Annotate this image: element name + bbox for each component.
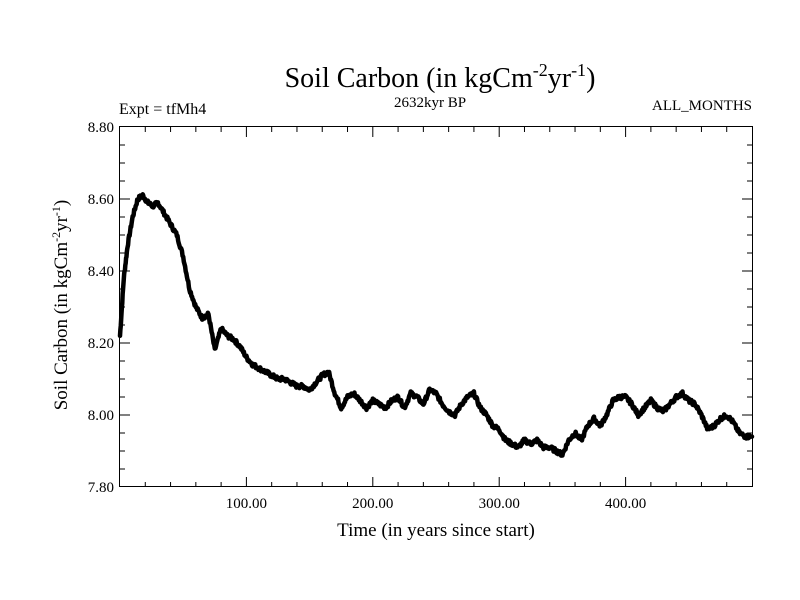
- chart-title: Soil Carbon (in kgCm-2yr-1): [285, 60, 596, 94]
- y-tick-label: 8.00: [88, 408, 114, 424]
- x-axis-label: Time (in years since start): [337, 520, 535, 541]
- y-axis-label-sup2: -1: [49, 206, 63, 216]
- chart-title-mid: yr: [548, 63, 572, 94]
- subtitle-experiment: Expt = tfMh4: [119, 101, 206, 118]
- y-axis-label-sup1: -2: [49, 232, 63, 242]
- x-tick-label: 200.00: [352, 496, 393, 512]
- chart-title-main: Soil Carbon (in kgCm: [285, 63, 533, 94]
- y-tick-label: 8.40: [88, 264, 114, 280]
- y-axis-label: Soil Carbon (in kgCm-2yr-1): [49, 200, 72, 411]
- x-tick-label: 400.00: [605, 496, 646, 512]
- data-series: [117, 192, 755, 458]
- series-line-soil-carbon: [117, 192, 755, 458]
- y-axis-label-end: ): [51, 200, 72, 206]
- x-tick-label: 100.00: [226, 496, 267, 512]
- chart-title-end: ): [586, 63, 595, 94]
- y-tick-label: 8.80: [88, 120, 114, 136]
- axis-ticks: [120, 127, 752, 487]
- y-axis-label-main: Soil Carbon (in kgCm: [51, 242, 72, 411]
- x-tick-label: 300.00: [479, 496, 520, 512]
- subtitle-months: ALL_MONTHS: [652, 98, 752, 114]
- chart-title-sup2: -1: [571, 60, 586, 80]
- y-tick-label: 8.20: [88, 336, 114, 352]
- subtitle-period: 2632kyr BP: [394, 95, 466, 111]
- y-tick-label: 8.60: [88, 192, 114, 208]
- chart-title-sup1: -2: [533, 60, 548, 80]
- axis-tick-labels: 100.00 200.00 300.00 400.00 7.80 8.00 8.20 8.40…: [88, 120, 646, 512]
- plot-frame: [119, 126, 753, 487]
- y-tick-label: 7.80: [88, 480, 114, 496]
- y-axis-label-mid: yr: [51, 215, 72, 232]
